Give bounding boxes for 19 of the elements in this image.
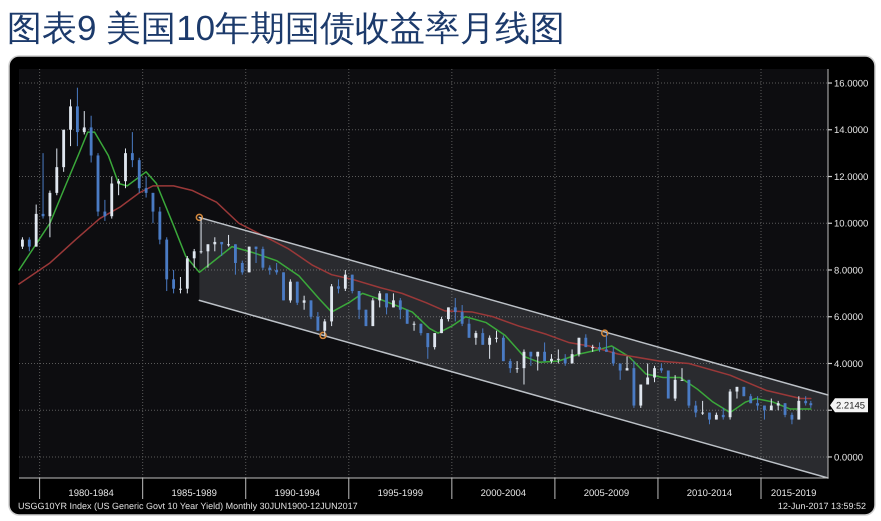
x-tick-label: 1990-1994 <box>274 488 320 499</box>
y-tick-label: 14.0000 <box>834 125 868 136</box>
y-tick-label: 4.0000 <box>834 358 864 370</box>
title: 图表9 美国10年期国债收益率月线图 <box>7 9 566 48</box>
y-tick-label: 0.0000 <box>834 452 864 464</box>
text: 12-Jun-2017 13:59:52 <box>778 501 866 511</box>
x-tick-label: 2005-2009 <box>584 488 630 499</box>
x-tick-label: 2000-2004 <box>480 488 526 499</box>
y-tick-label: 6.0000 <box>834 312 864 324</box>
x-tick-label: 2015-2019 <box>770 488 816 499</box>
text: USGG10YR Index (US Generic Govt 10 Year Yield) Monthly 30JUN1900-12JUN2017 <box>18 501 358 511</box>
x-tick-label: 1985-1989 <box>171 488 217 499</box>
x-tick-label: 2010-2014 <box>686 488 732 499</box>
x-tick-label: 1995-1999 <box>378 488 424 499</box>
y-tick-label: 16.0000 <box>834 78 868 90</box>
y-tick-label: 8.0000 <box>834 265 864 276</box>
y-tick-label: 10.0000 <box>834 218 868 230</box>
y-tick-label: 12.0000 <box>834 172 868 183</box>
x-tick-label: 1980-1984 <box>68 488 114 499</box>
